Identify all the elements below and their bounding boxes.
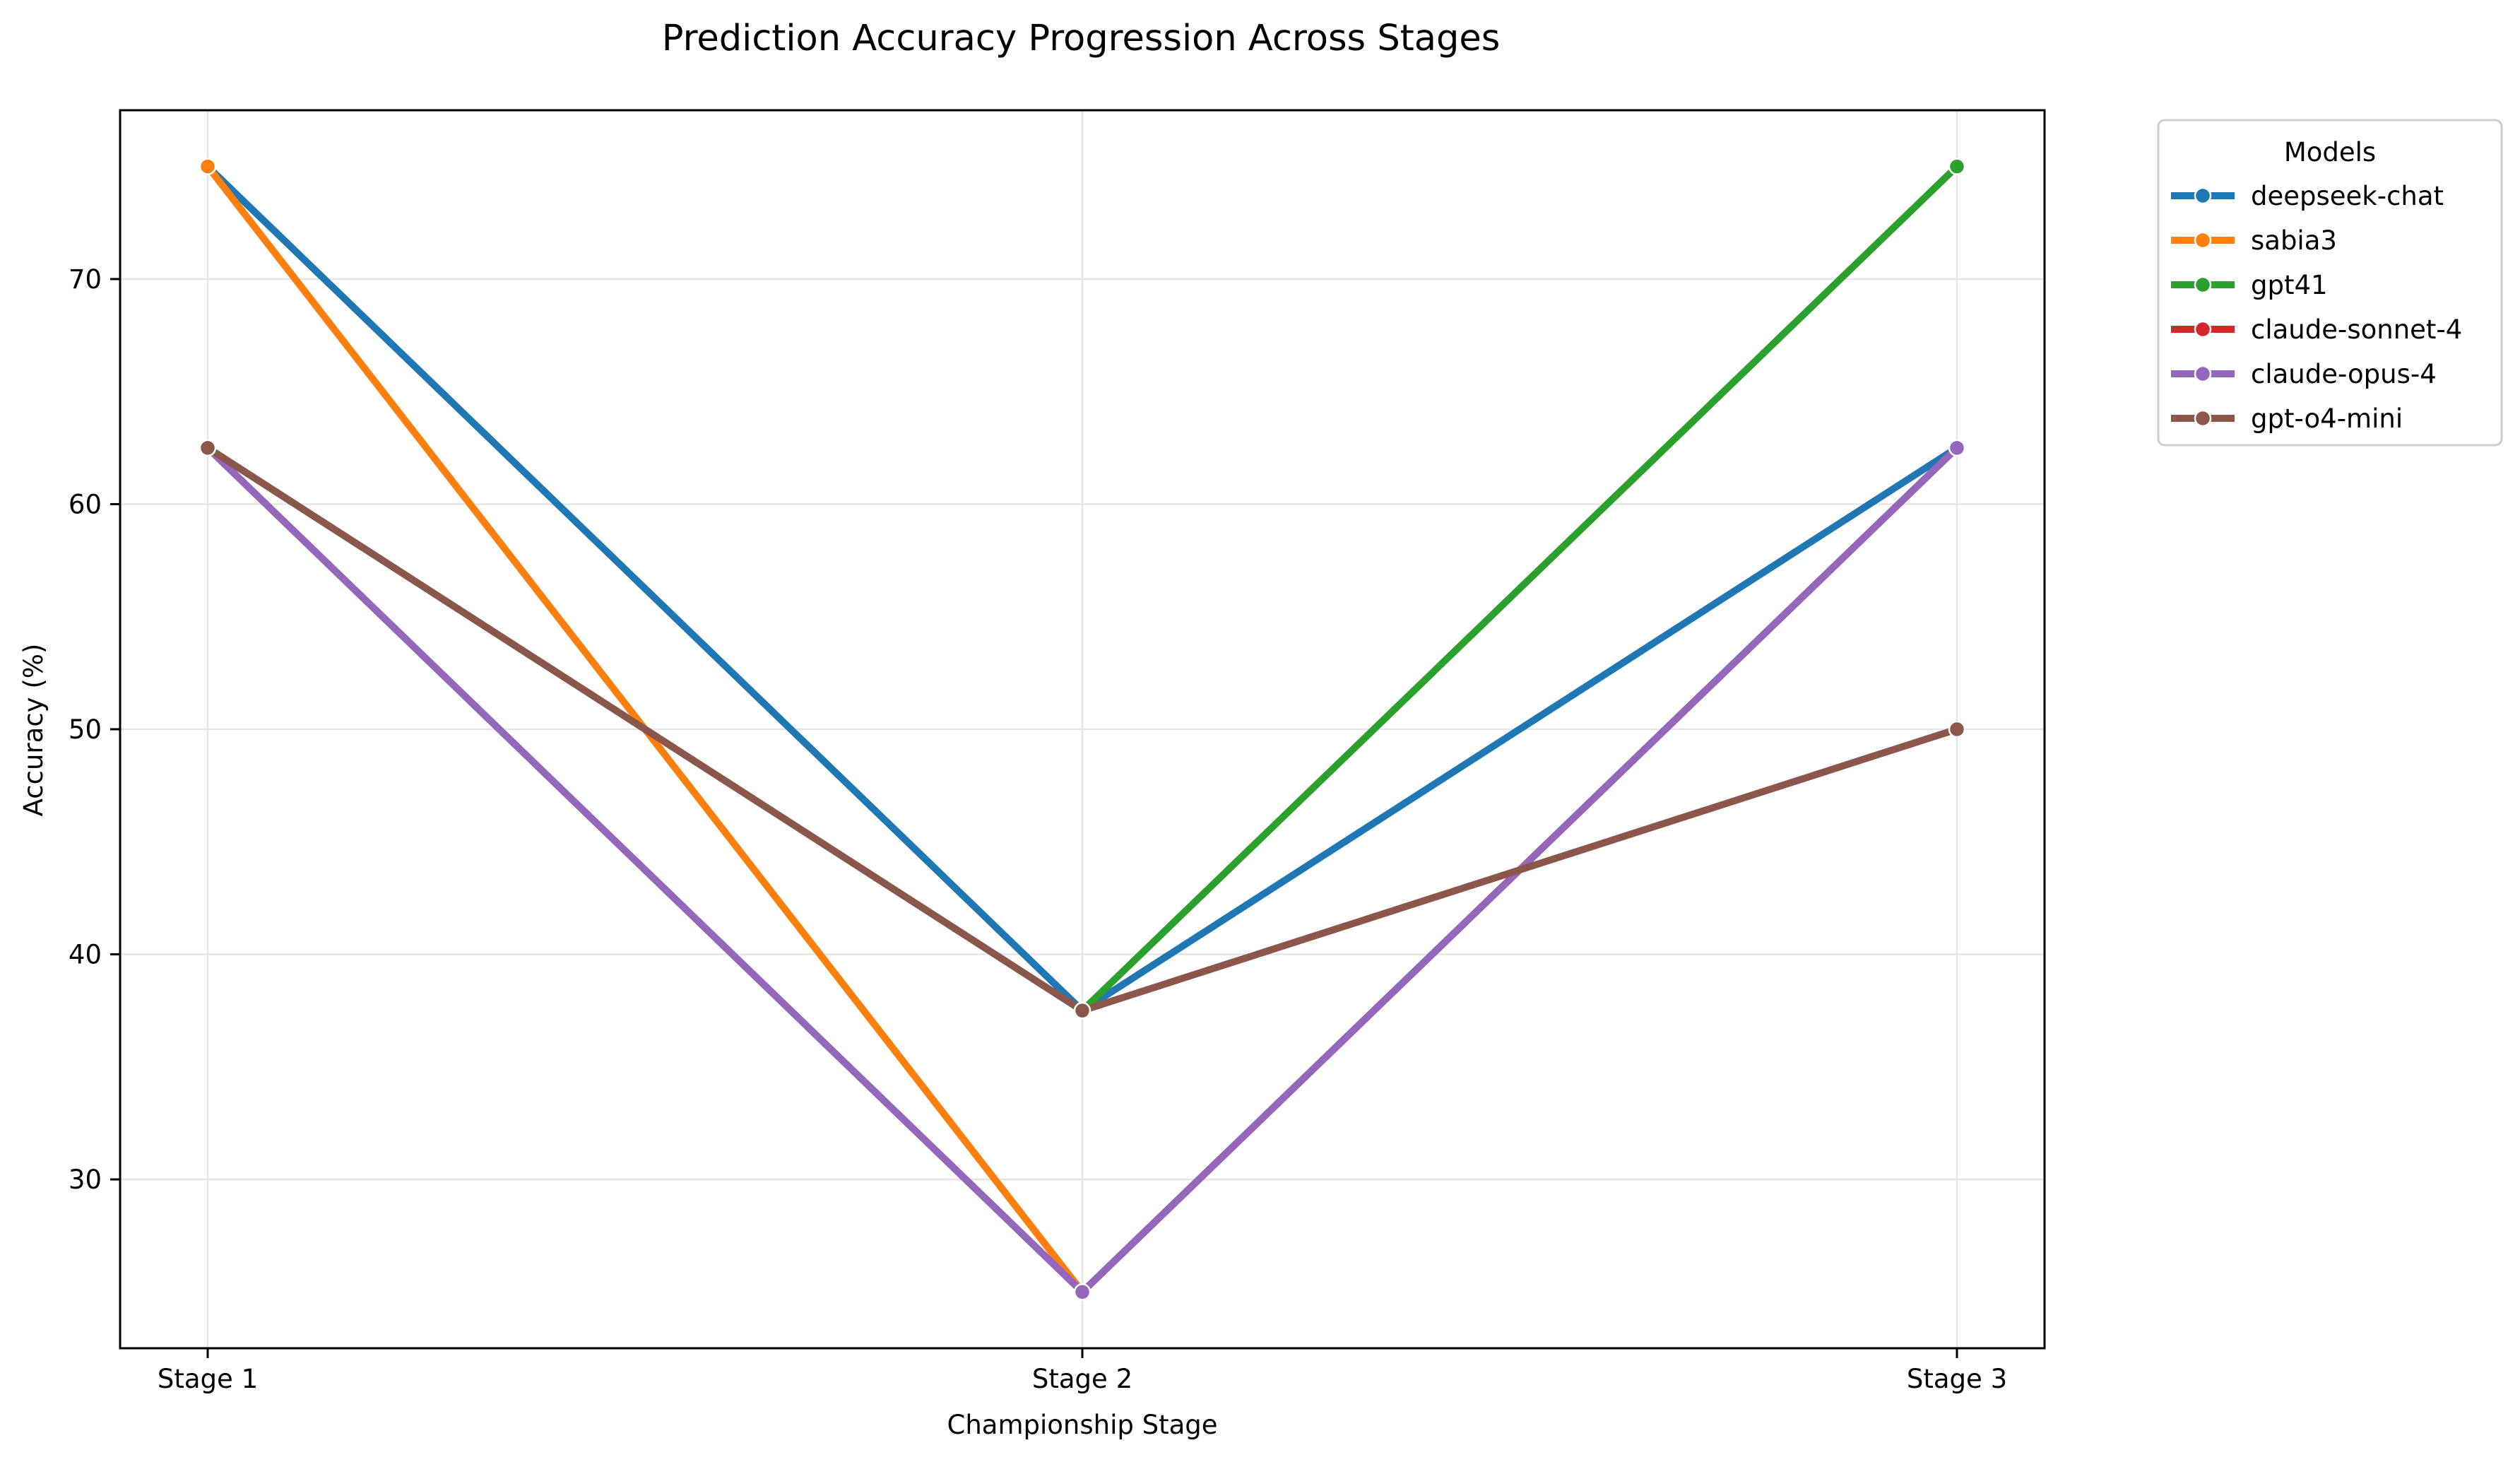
- legend-marker: [2194, 409, 2212, 428]
- legend-label: claude-opus-4: [2251, 359, 2437, 389]
- chart-title: Prediction Accuracy Progression Across S…: [662, 18, 1501, 59]
- legend-item: deepseek-chat: [2171, 181, 2444, 211]
- series-lines: [199, 158, 1966, 1301]
- y-tick-label: 70: [69, 264, 102, 295]
- x-axis-ticks: Stage 1 Stage 2 Stage 3: [158, 1348, 2007, 1394]
- legend-label: gpt-o4-mini: [2251, 403, 2403, 434]
- legend-label: sabia3: [2251, 225, 2337, 256]
- grid: [120, 110, 2045, 1348]
- x-tick-label: Stage 1: [158, 1364, 258, 1394]
- legend-label: claude-sonnet-4: [2251, 314, 2462, 345]
- legend-title: Models: [2284, 137, 2376, 167]
- legend-marker: [2194, 320, 2212, 338]
- y-axis-label: Accuracy (%): [18, 644, 49, 817]
- y-tick-label: 30: [69, 1165, 102, 1195]
- data-point: [199, 158, 217, 175]
- legend-item: claude-sonnet-4: [2171, 314, 2462, 345]
- legend-marker: [2194, 231, 2212, 249]
- legend-item: gpt-o4-mini: [2171, 403, 2403, 434]
- data-point: [1948, 720, 1966, 738]
- data-point: [1948, 158, 1966, 175]
- legend-label: gpt41: [2251, 270, 2328, 300]
- legend: Models deepseek-chat sabia3 gpt41 claude-so…: [2157, 119, 2503, 447]
- x-axis-label: Championship Stage: [947, 1410, 1217, 1440]
- data-point: [1073, 1283, 1092, 1301]
- y-tick-label: 40: [69, 940, 102, 970]
- legend-box: [2157, 119, 2503, 447]
- legend-marker: [2194, 365, 2212, 383]
- y-tick-label: 60: [69, 489, 102, 519]
- x-tick-label: Stage 3: [1907, 1364, 2007, 1394]
- data-point: [1073, 1001, 1092, 1020]
- data-point: [1948, 439, 1966, 457]
- legend-item: sabia3: [2171, 225, 2337, 256]
- legend-item: claude-opus-4: [2171, 359, 2437, 389]
- y-tick-label: 50: [69, 714, 102, 745]
- legend-items: deepseek-chat sabia3 gpt41 claude-sonnet-4 c…: [2171, 181, 2462, 434]
- data-point: [199, 439, 217, 457]
- legend-label: deepseek-chat: [2251, 181, 2444, 211]
- legend-item: gpt41: [2171, 270, 2328, 300]
- legend-marker: [2194, 276, 2212, 294]
- x-tick-label: Stage 2: [1032, 1364, 1132, 1394]
- series-gpt-o4-mini: [199, 439, 1966, 1020]
- y-axis-ticks: 30 40 50 60 70: [69, 264, 120, 1195]
- legend-marker: [2194, 187, 2212, 205]
